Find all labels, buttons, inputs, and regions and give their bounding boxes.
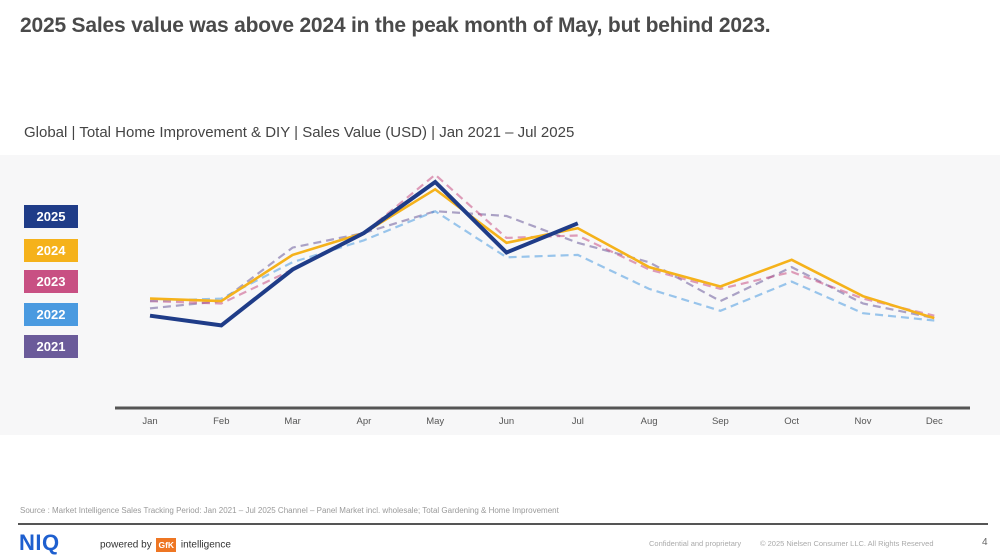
- chart-panel: [0, 155, 1000, 435]
- series-line-2021: [149, 210, 935, 320]
- legend-item-2025: 2025: [24, 205, 78, 228]
- x-tick-label-jan: Jan: [142, 416, 157, 427]
- chart-subtitle: Global | Total Home Improvement & DIY | …: [24, 124, 575, 141]
- series-layer: [149, 173, 935, 328]
- footer-divider: [18, 523, 988, 525]
- series-line-2025: [149, 179, 579, 328]
- gfk-logo: GfK: [156, 538, 177, 552]
- niq-logo: NIQ: [19, 530, 60, 555]
- x-tick-label-apr: Apr: [357, 416, 372, 427]
- x-tick-label-nov: Nov: [855, 416, 872, 427]
- x-tick-label-aug: Aug: [641, 416, 658, 427]
- series-line-2023: [149, 173, 935, 317]
- x-tick-label-may: May: [426, 416, 444, 427]
- intelligence-label: intelligence: [180, 539, 231, 551]
- legend-item-2023: 2023: [24, 270, 78, 293]
- x-tick-label-feb: Feb: [213, 416, 229, 427]
- x-tick-label-jun: Jun: [499, 416, 514, 427]
- legend-item-2024: 2024: [24, 239, 78, 262]
- slide-headline: 2025 Sales value was above 2024 in the p…: [20, 14, 771, 37]
- confidential-note: Confidential and proprietary: [649, 539, 742, 548]
- x-tick-label-jul: Jul: [572, 416, 584, 427]
- x-tick-label-dec: Dec: [926, 416, 943, 427]
- legend-item-2021: 2021: [24, 335, 78, 358]
- series-line-2022: [149, 209, 935, 322]
- x-tick-labels: Jan Feb Mar Apr May Jun Jul Aug Sep Oct Nov Dec: [142, 416, 943, 427]
- source-note: Source : Market Intelligence Sales Track…: [20, 506, 559, 515]
- series-line-2024: [149, 187, 935, 320]
- x-tick-label-mar: Mar: [284, 416, 300, 427]
- powered-by-label: powered by: [100, 539, 152, 551]
- x-tick-label-sep: Sep: [712, 416, 729, 427]
- copyright-note: © 2025 Nielsen Consumer LLC. All Rights …: [760, 539, 934, 548]
- page-number: 4: [982, 537, 988, 548]
- legend-item-2022: 2022: [24, 303, 78, 326]
- x-tick-label-oct: Oct: [784, 416, 799, 427]
- powered-by-gfk: powered by GfK intelligence: [100, 538, 231, 552]
